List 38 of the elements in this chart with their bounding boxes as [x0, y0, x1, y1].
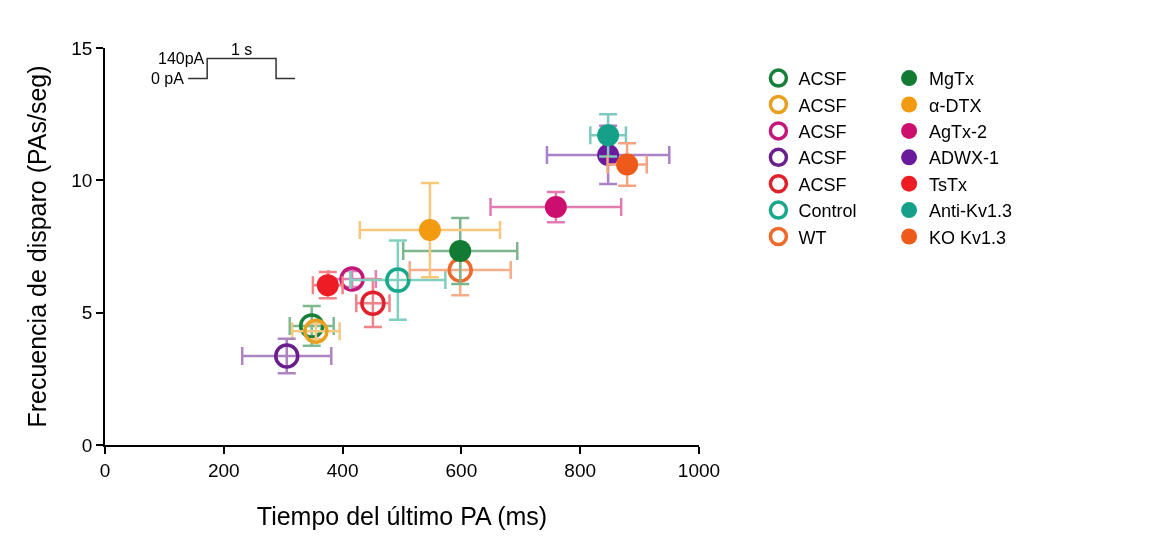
y-tick-label: 0	[81, 434, 93, 456]
legend-label: ACSF	[798, 174, 847, 195]
legend-label: Anti-Kv1.3	[929, 201, 1013, 222]
y-tick-label: 5	[81, 302, 93, 324]
annotation: 140pA	[158, 50, 205, 67]
point	[447, 257, 473, 283]
annotation: 0 pA	[151, 70, 185, 87]
x-axis-title: Tiempo del último PA (ms)	[256, 502, 548, 531]
point	[385, 267, 411, 293]
y-axis-title: Frecuencia de disparo (PAs/seg)	[22, 65, 51, 428]
legend-label: MgTx	[929, 69, 975, 90]
legend-label: ACSF	[798, 95, 847, 116]
legend-label: ACSF	[798, 69, 847, 90]
point	[274, 343, 300, 369]
legend-label: ACSF	[798, 148, 847, 169]
point	[616, 153, 639, 176]
annotation: 1 s	[231, 41, 253, 58]
legend-label: TsTx	[929, 174, 968, 195]
x-tick-label: 200	[207, 459, 240, 481]
legend-label: WT	[798, 227, 827, 248]
x-tick-label: 800	[564, 459, 597, 481]
y-tick-label: 10	[71, 169, 93, 191]
x-tick-label: 400	[326, 459, 359, 481]
x-tick-label: 0	[99, 459, 111, 481]
x-tick-label: 600	[445, 459, 478, 481]
legend-label: α-DTX	[929, 95, 982, 116]
y-tick-label: 15	[71, 37, 93, 59]
legend-label: ADWX-1	[929, 148, 1000, 169]
point	[418, 219, 441, 242]
point	[449, 240, 472, 262]
legend-label: AgTx-2	[929, 121, 988, 142]
point	[544, 196, 567, 219]
legend-label: Control	[798, 201, 857, 222]
point	[597, 124, 620, 147]
point	[360, 290, 386, 316]
legend-label: KO Kv1.3	[929, 227, 1007, 248]
x-tick-label: 1000	[677, 459, 721, 481]
legend-label: ACSF	[798, 121, 847, 142]
